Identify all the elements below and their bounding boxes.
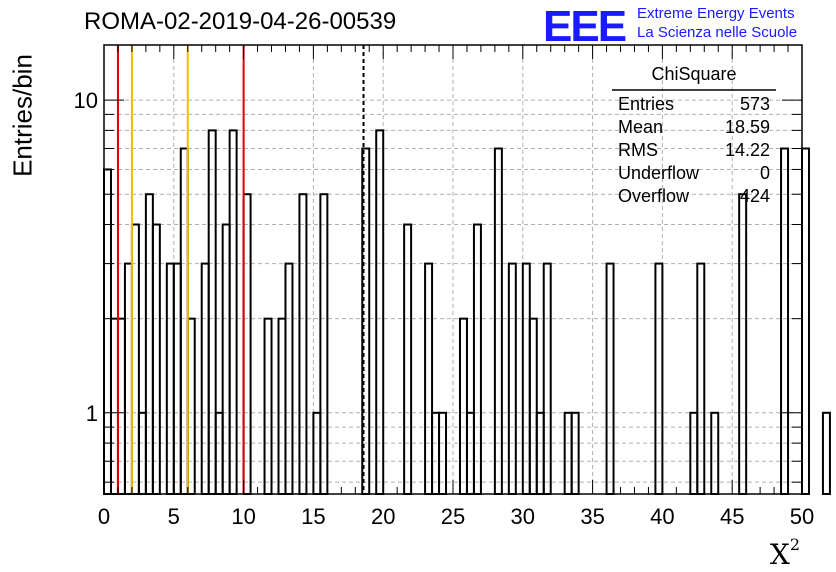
histogram-bin [116,317,126,495]
histogram-bin [228,129,238,495]
histogram-bin [542,262,552,495]
histogram-bin [200,262,210,495]
histogram-bin [605,262,615,495]
histogram-bin [144,193,154,495]
histogram-bin [151,223,161,495]
histogram-bin [130,223,140,495]
histogram-bin [821,411,831,496]
histogram-bin [403,223,413,495]
histogram-bin [179,147,189,495]
chart-title: ROMA-02-2019-04-26-00539 [84,8,397,35]
histogram-bin [528,317,538,495]
y-tick-label: 1 [86,401,98,426]
stats-row-value: 0 [760,163,770,183]
x-tick-label: 15 [301,504,325,529]
histogram-bin [507,262,517,495]
histogram-bin [654,262,664,495]
stats-row-label: Underflow [618,163,700,183]
x-tick-label: 45 [720,504,744,529]
histogram-bin [221,223,231,495]
stats-title: ChiSquare [651,64,736,84]
histogram-bin [123,262,133,495]
stats-row-label: Overflow [618,186,690,206]
histogram-bin [424,262,434,495]
histogram-bin [298,193,308,495]
histogram-bin [696,262,706,495]
x-tick-label: 30 [511,504,535,529]
y-tick-label: 10 [74,88,98,113]
stats-row-value: 18.59 [725,117,770,137]
histogram-bin [780,147,790,495]
histogram-bin [186,317,196,495]
histogram-bin [319,193,329,495]
y-axis-label: Entries/bin [7,54,38,177]
histogram-bin [263,317,273,495]
x-tick-label: 0 [98,504,110,529]
eee-logo: EEE [543,2,627,51]
org-name-line2: La Scienza nelle Scuole [637,24,798,41]
x-tick-label: 35 [580,504,604,529]
histogram-bin [458,317,468,495]
stats-row-value: 14.22 [725,140,770,160]
stats-row-label: Entries [618,94,674,114]
x-axis-label-base: X [769,538,790,571]
histogram-bin [493,147,503,495]
x-tick-label: 10 [231,504,255,529]
stats-row-label: Mean [618,117,663,137]
org-name-line1: Extreme Energy Events [637,5,795,22]
x-tick-label: 40 [650,504,674,529]
histogram-bin [109,317,119,495]
x-axis-label-sup: 2 [789,534,800,554]
histogram-bin [277,317,287,495]
histogram-bin [738,193,748,495]
stats-row-label: RMS [618,140,658,160]
histogram-bin [103,168,112,495]
x-axis-label: X2 [769,534,800,571]
x-tick-label: 50 [790,504,814,529]
x-tick-label: 25 [441,504,465,529]
x-tick-label: 5 [168,504,180,529]
histogram-bin [172,262,182,495]
stats-row-value: 573 [740,94,770,114]
histogram-bin [521,262,531,495]
histogram-bin [375,129,385,495]
histogram-bin [242,193,252,495]
x-tick-label: 20 [371,504,395,529]
histogram-bin [801,147,810,495]
histogram-bin [165,262,175,495]
histogram-bin [472,223,482,495]
histogram-bin [284,262,294,495]
stats-row-value: 424 [740,186,770,206]
histogram-bin [207,129,217,495]
